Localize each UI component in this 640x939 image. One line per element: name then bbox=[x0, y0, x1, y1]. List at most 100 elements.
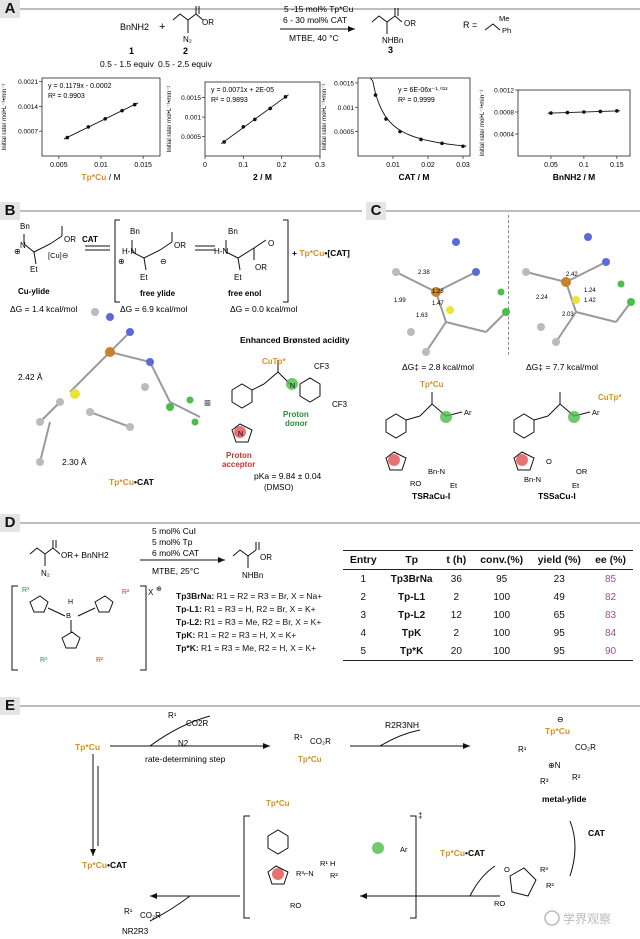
y-tick-label: 0.0012 bbox=[494, 88, 514, 95]
y-tick-label: 0.0007 bbox=[18, 129, 38, 136]
svg-text:1.28: 1.28 bbox=[432, 289, 444, 295]
svg-text:⊖: ⊖ bbox=[160, 257, 167, 266]
data-point bbox=[253, 117, 257, 122]
svg-text:1.42: 1.42 bbox=[584, 298, 596, 304]
panel-a-scheme: BnNH2 + OR N₂ 5 -15 mol% Tp*Cu 6 - 30 mo… bbox=[100, 4, 511, 69]
table-header-row: Entry Tp t (h) conv.(%) yield (%) ee (%) bbox=[343, 550, 633, 570]
ts-sa-label: TSSaCu-I bbox=[538, 491, 576, 501]
fit-equation: y = 0.0071x + 2E-05 bbox=[211, 87, 274, 94]
svg-text:2.24: 2.24 bbox=[536, 295, 548, 301]
cond-cat: 6 mol% CAT bbox=[152, 548, 199, 558]
e-tpcucat-right: Tp*Cu•CAT bbox=[440, 848, 486, 858]
e-tpcucat-left: Tp*Cu•CAT bbox=[82, 860, 128, 870]
svg-text:RO: RO bbox=[410, 479, 421, 488]
y-tick-label: 0.0015 bbox=[334, 80, 354, 87]
dg-cu-ylide: ΔG = 1.4 kcal/mol bbox=[10, 304, 77, 314]
e-tpcu-start: Tp*Cu bbox=[75, 742, 100, 752]
x-tick-label: 0.1 bbox=[579, 162, 589, 169]
svg-text:1.63: 1.63 bbox=[416, 313, 428, 319]
svg-text:CO₂R: CO₂R bbox=[140, 911, 161, 920]
cond-solvent: MTBE, 25°C bbox=[152, 566, 199, 576]
x-axis-label: CAT / M bbox=[398, 172, 429, 182]
table-row: 3 Tp-L2 12 100 65 83 bbox=[360, 609, 617, 621]
svg-text:⊖: ⊖ bbox=[62, 251, 68, 260]
svg-text:Et: Et bbox=[30, 265, 38, 274]
svg-text:2.38: 2.38 bbox=[418, 270, 430, 276]
data-point bbox=[582, 110, 586, 114]
fit-equation: y = 6E-06x⁻¹·⁰¹³ bbox=[398, 86, 448, 94]
cat-label: CAT bbox=[82, 235, 98, 244]
svg-text:R²: R² bbox=[546, 881, 554, 890]
product-or: OR bbox=[404, 19, 416, 28]
y-axis-label: Initial rate/ mol•L⁻¹•min⁻¹ bbox=[322, 84, 328, 151]
metal-ylide-label: metal-ylide bbox=[542, 794, 587, 804]
svg-text:acceptor: acceptor bbox=[222, 460, 255, 469]
fit-r2: R² = 0.9903 bbox=[48, 93, 85, 100]
svg-text:R²: R² bbox=[96, 657, 104, 664]
svg-text:2.42: 2.42 bbox=[566, 272, 578, 278]
panel-d-scheme: OR N₂ + BnNH2 5 mol% CuI 5 mol% Tp 6 mol… bbox=[11, 526, 272, 671]
svg-text:X: X bbox=[148, 588, 154, 597]
svg-text:O: O bbox=[546, 457, 552, 466]
e-cat-label: CAT bbox=[588, 828, 606, 838]
dg-ts-sa: ΔG‡ = 7.7 kcal/mol bbox=[526, 362, 598, 372]
pka-solvent: (DMSO) bbox=[264, 483, 294, 492]
panel-e-cycle: Tp*Cu R¹ CO2R N2 rate-determining step R… bbox=[75, 711, 611, 936]
x-tick-label: 0.01 bbox=[94, 162, 108, 169]
chart-cat-rate: 0.01 0.02 0.03 0.0005 0.001 0.0015 y = 6E-06x⁻… bbox=[322, 77, 471, 182]
x-tick-label: 0.15 bbox=[610, 162, 624, 169]
svg-text:≡: ≡ bbox=[204, 396, 211, 410]
svg-text:O: O bbox=[504, 865, 510, 874]
panel-label-b: B bbox=[0, 202, 20, 220]
x-tick-label: 0.2 bbox=[277, 162, 287, 169]
y-tick-label: 0.0005 bbox=[334, 129, 354, 136]
svg-text:R³⌐N: R³⌐N bbox=[296, 869, 314, 878]
data-point bbox=[86, 125, 91, 129]
svg-text:R¹: R¹ bbox=[294, 733, 303, 742]
y-axis-label: Initial rate/ mol•L⁻¹•min⁻¹ bbox=[167, 86, 173, 153]
y-tick-label: 0.0021 bbox=[18, 79, 38, 86]
y-tick-label: 0.001 bbox=[338, 105, 355, 112]
ts-ra-tpcu: Tp*Cu bbox=[420, 380, 444, 389]
watermark: 学界观察 bbox=[563, 911, 611, 926]
chart-tpcu-rate: 0.005 0.01 0.015 0.0007 0.0014 0.0021 y = 0.11… bbox=[2, 77, 161, 182]
trend-line bbox=[63, 102, 139, 140]
panel-a-rule bbox=[20, 8, 640, 10]
x-tick-label: 0.3 bbox=[315, 162, 325, 169]
svg-text:R²: R² bbox=[122, 589, 130, 596]
label-3: 3 bbox=[388, 45, 393, 55]
svg-text:Bn-N: Bn-N bbox=[428, 467, 445, 476]
panel-e-rule bbox=[20, 705, 640, 707]
svg-text:N: N bbox=[290, 383, 295, 390]
dg-ts-ra: ΔG‡ = 2.8 kcal/mol bbox=[402, 362, 474, 372]
dg-free-ylide: ΔG = 6.9 kcal/mol bbox=[120, 304, 187, 314]
svg-text:N₂: N₂ bbox=[183, 35, 192, 44]
data-point bbox=[120, 108, 124, 113]
ligand-0: Tp3BrNa: R1 = R2 = R3 = Br, X = Na+ bbox=[176, 591, 323, 601]
cu-cat-plus: + Tp*Cu•[CAT] bbox=[292, 248, 350, 258]
x-axis-label: Tp*Cu / M bbox=[81, 172, 120, 182]
data-point bbox=[615, 109, 619, 113]
svg-text:1.24: 1.24 bbox=[584, 288, 596, 294]
distance-2: 2.30 Å bbox=[62, 457, 87, 467]
svg-text:Me: Me bbox=[499, 14, 509, 23]
data-point bbox=[268, 106, 272, 111]
y-tick-label: 0.001 bbox=[185, 115, 202, 122]
x-tick-label: 0.03 bbox=[456, 162, 470, 169]
data-point bbox=[283, 95, 288, 99]
x-tick-label: 0 bbox=[203, 162, 207, 169]
rds-label: rate-determining step bbox=[145, 754, 226, 764]
panel-label-a: A bbox=[0, 0, 20, 18]
pka-value: pKa = 9.84 ± 0.04 bbox=[254, 471, 322, 481]
ts-sa-cutp: CuTp* bbox=[598, 393, 622, 402]
svg-text:‡: ‡ bbox=[418, 811, 422, 820]
svg-text:N2: N2 bbox=[178, 739, 189, 748]
x-tick-label: 0.05 bbox=[544, 162, 558, 169]
x-tick-label: 0.1 bbox=[238, 162, 248, 169]
ligand-4: Tp*K: R1 = R3 = Me, R2 = H, X = K+ bbox=[176, 643, 317, 653]
data-point bbox=[598, 109, 603, 114]
x-tick-label: 0.01 bbox=[386, 162, 400, 169]
svg-text:R¹ H: R¹ H bbox=[320, 859, 335, 868]
svg-text:⊕: ⊕ bbox=[156, 586, 162, 593]
conditions: MTBE, 40 °C bbox=[289, 33, 339, 43]
